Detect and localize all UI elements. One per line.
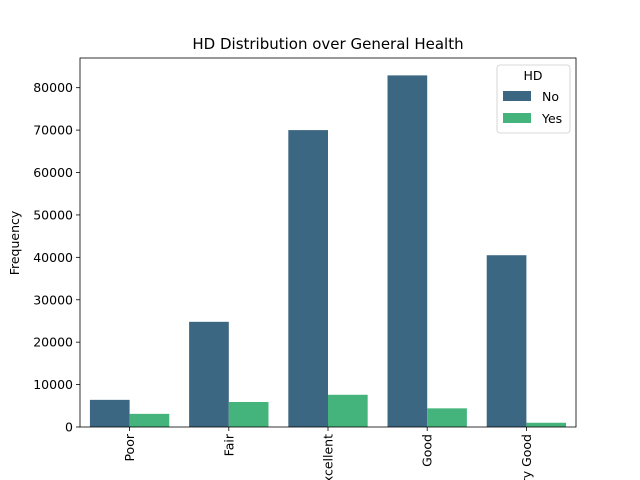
bar-no-very-good [486,255,527,427]
bar-yes-fair [228,401,269,427]
y-tick-label: 10000 [33,377,73,392]
y-tick-label: 0 [65,420,73,435]
x-tick-label: Good [420,434,435,467]
bar-yes-excellent [328,394,368,427]
chart-title: HD Distribution over General Health [192,35,463,53]
y-axis: 0 10000 20000 30000 40000 50000 60000 70000 8000… [33,80,80,435]
y-tick-label: 80000 [33,80,73,95]
bar-no-fair [189,321,229,427]
y-tick-label: 70000 [33,123,73,138]
y-tick-label: 30000 [33,292,73,307]
x-tick-label: Very Good [519,434,534,480]
legend-swatch-no [503,91,531,101]
bar-yes-poor [129,413,170,427]
y-tick-label: 50000 [33,207,73,222]
legend: HD No Yes [496,64,571,134]
legend-title: HD [523,68,542,83]
bar-yes-good [427,408,467,427]
bar-no-good [387,75,428,428]
legend-label-no: No [542,89,559,104]
bar-yes-very-good [526,422,567,427]
bar-no-excellent [288,130,328,427]
x-axis: Poor Fair Excellent Good Very Good [122,427,534,480]
x-tick-label: Fair [221,433,236,456]
legend-swatch-yes [503,113,531,123]
bar-no-poor [89,399,130,427]
x-tick-label: Excellent [321,434,336,480]
y-tick-label: 60000 [33,165,73,180]
y-tick-label: 40000 [33,250,73,265]
legend-label-yes: Yes [541,111,562,126]
y-axis-label: Frequency [7,210,22,275]
bars [89,75,567,428]
y-tick-label: 20000 [33,335,73,350]
x-tick-label: Poor [122,433,137,461]
